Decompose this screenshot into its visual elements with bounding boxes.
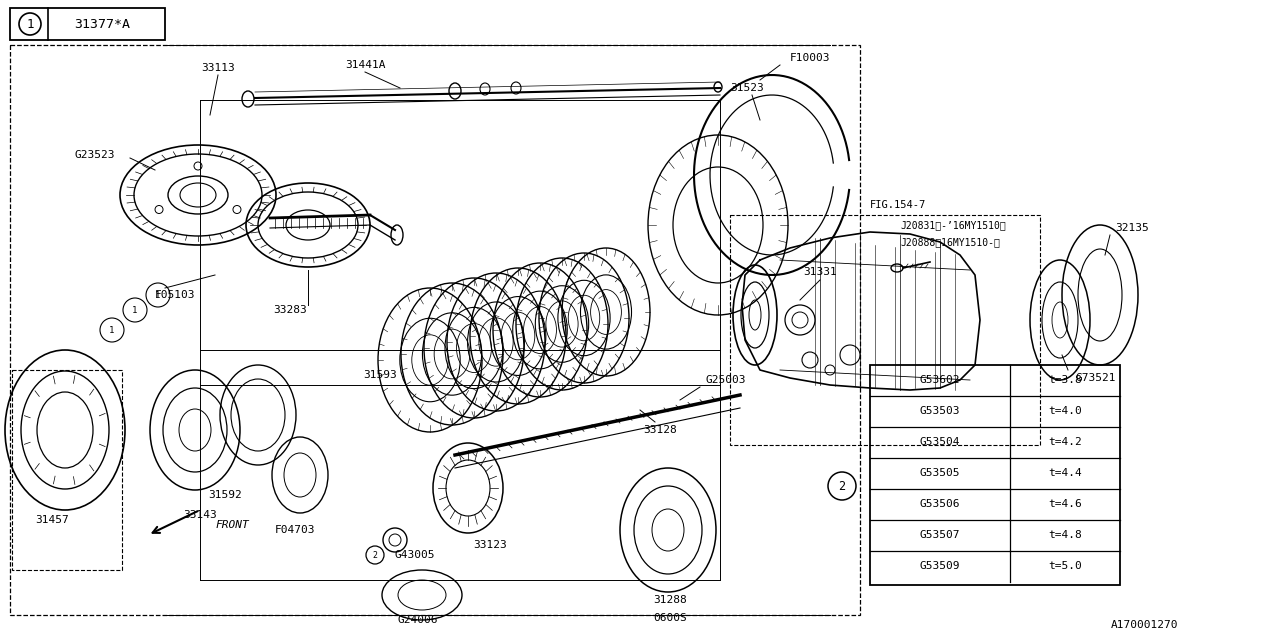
Text: F04703: F04703 xyxy=(275,525,315,535)
Text: F10003: F10003 xyxy=(790,53,831,63)
Text: 2: 2 xyxy=(838,479,846,493)
Text: 31523: 31523 xyxy=(730,83,764,93)
Text: G53505: G53505 xyxy=(920,468,960,478)
Text: t=4.6: t=4.6 xyxy=(1048,499,1082,509)
Text: G53504: G53504 xyxy=(920,437,960,447)
Text: 1: 1 xyxy=(132,305,138,314)
Text: F05103: F05103 xyxy=(155,290,196,300)
Text: 31331: 31331 xyxy=(803,267,837,277)
Text: FRONT: FRONT xyxy=(215,520,248,530)
Text: t=4.8: t=4.8 xyxy=(1048,530,1082,540)
Text: G25003: G25003 xyxy=(705,375,745,385)
Text: 31593: 31593 xyxy=(364,370,397,380)
Text: 31288: 31288 xyxy=(653,595,687,605)
Text: A170001270: A170001270 xyxy=(1111,620,1179,630)
Text: G53506: G53506 xyxy=(920,499,960,509)
Text: 31592: 31592 xyxy=(209,490,242,500)
Text: 31377*A: 31377*A xyxy=(74,17,131,31)
Text: J20888（16MY1510-）: J20888（16MY1510-） xyxy=(900,237,1000,247)
Text: t=4.2: t=4.2 xyxy=(1048,437,1082,447)
Text: 33283: 33283 xyxy=(273,305,307,315)
Text: G73521: G73521 xyxy=(1075,373,1115,383)
Text: G53602: G53602 xyxy=(920,375,960,385)
Text: t=5.0: t=5.0 xyxy=(1048,561,1082,571)
Text: t=4.0: t=4.0 xyxy=(1048,406,1082,416)
Text: 0600S: 0600S xyxy=(653,613,687,623)
Text: 32135: 32135 xyxy=(1115,223,1148,233)
Text: 33143: 33143 xyxy=(183,510,216,520)
Text: 1: 1 xyxy=(109,326,115,335)
Text: 1: 1 xyxy=(27,17,33,31)
Bar xyxy=(10,45,860,615)
Text: G53507: G53507 xyxy=(920,530,960,540)
Text: 31457: 31457 xyxy=(35,515,69,525)
Text: 33128: 33128 xyxy=(643,425,677,435)
Bar xyxy=(12,370,122,570)
Text: FIG.154-7: FIG.154-7 xyxy=(870,200,927,210)
Text: t=4.4: t=4.4 xyxy=(1048,468,1082,478)
Text: G53509: G53509 xyxy=(920,561,960,571)
Bar xyxy=(870,365,1120,585)
Text: 31441A: 31441A xyxy=(344,60,385,70)
Text: t=3.8: t=3.8 xyxy=(1048,375,1082,385)
Text: 33113: 33113 xyxy=(201,63,234,73)
Bar xyxy=(730,215,1039,445)
Text: G53503: G53503 xyxy=(920,406,960,416)
Text: 33123: 33123 xyxy=(474,540,507,550)
Text: 1: 1 xyxy=(155,291,161,300)
Bar xyxy=(10,8,165,40)
Text: J20831（-’16MY1510）: J20831（-’16MY1510） xyxy=(900,220,1006,230)
Text: G24006: G24006 xyxy=(398,615,438,625)
Text: G43005: G43005 xyxy=(394,550,435,560)
Text: 2: 2 xyxy=(372,550,378,559)
Text: G23523: G23523 xyxy=(74,150,115,160)
